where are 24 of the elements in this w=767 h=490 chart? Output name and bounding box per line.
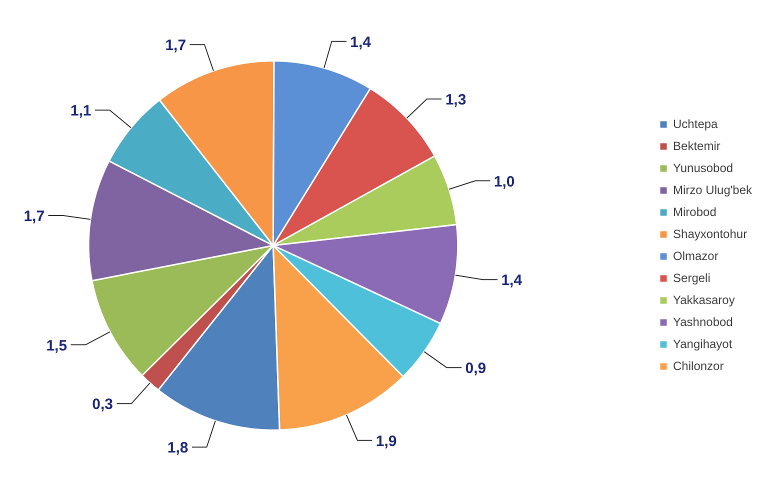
data-label: 1,0 xyxy=(494,173,515,190)
legend-label: Chilonzor xyxy=(673,359,724,373)
legend-label: Uchtepa xyxy=(673,117,718,131)
data-label: 1,5 xyxy=(46,337,68,354)
legend-label: Yangihayot xyxy=(673,337,732,351)
legend-label: Mirzo Ulug'bek xyxy=(673,183,752,197)
data-label: 1,4 xyxy=(350,34,372,51)
data-label: 0,3 xyxy=(92,396,114,414)
data-label: 1,7 xyxy=(165,37,186,54)
legend-label: Shayxontohur xyxy=(673,227,748,241)
data-label: 0,9 xyxy=(465,360,486,378)
data-label: 1,4 xyxy=(501,272,523,290)
legend-label: Bektemir xyxy=(673,139,720,153)
data-label: 1,1 xyxy=(70,102,92,120)
data-label: 1,9 xyxy=(376,432,397,450)
data-label: 1,7 xyxy=(24,208,45,225)
data-label: 1,8 xyxy=(167,440,188,457)
legend-label: Yakkasaroy xyxy=(673,293,735,307)
legend-label: Sergeli xyxy=(673,271,710,285)
data-label: 1,3 xyxy=(445,92,466,109)
legend-label: Yashnobod xyxy=(673,315,733,329)
legend-label: Mirobod xyxy=(673,205,716,219)
legend-label: Olmazor xyxy=(673,249,718,263)
legend-label: Yunusobod xyxy=(673,161,734,175)
